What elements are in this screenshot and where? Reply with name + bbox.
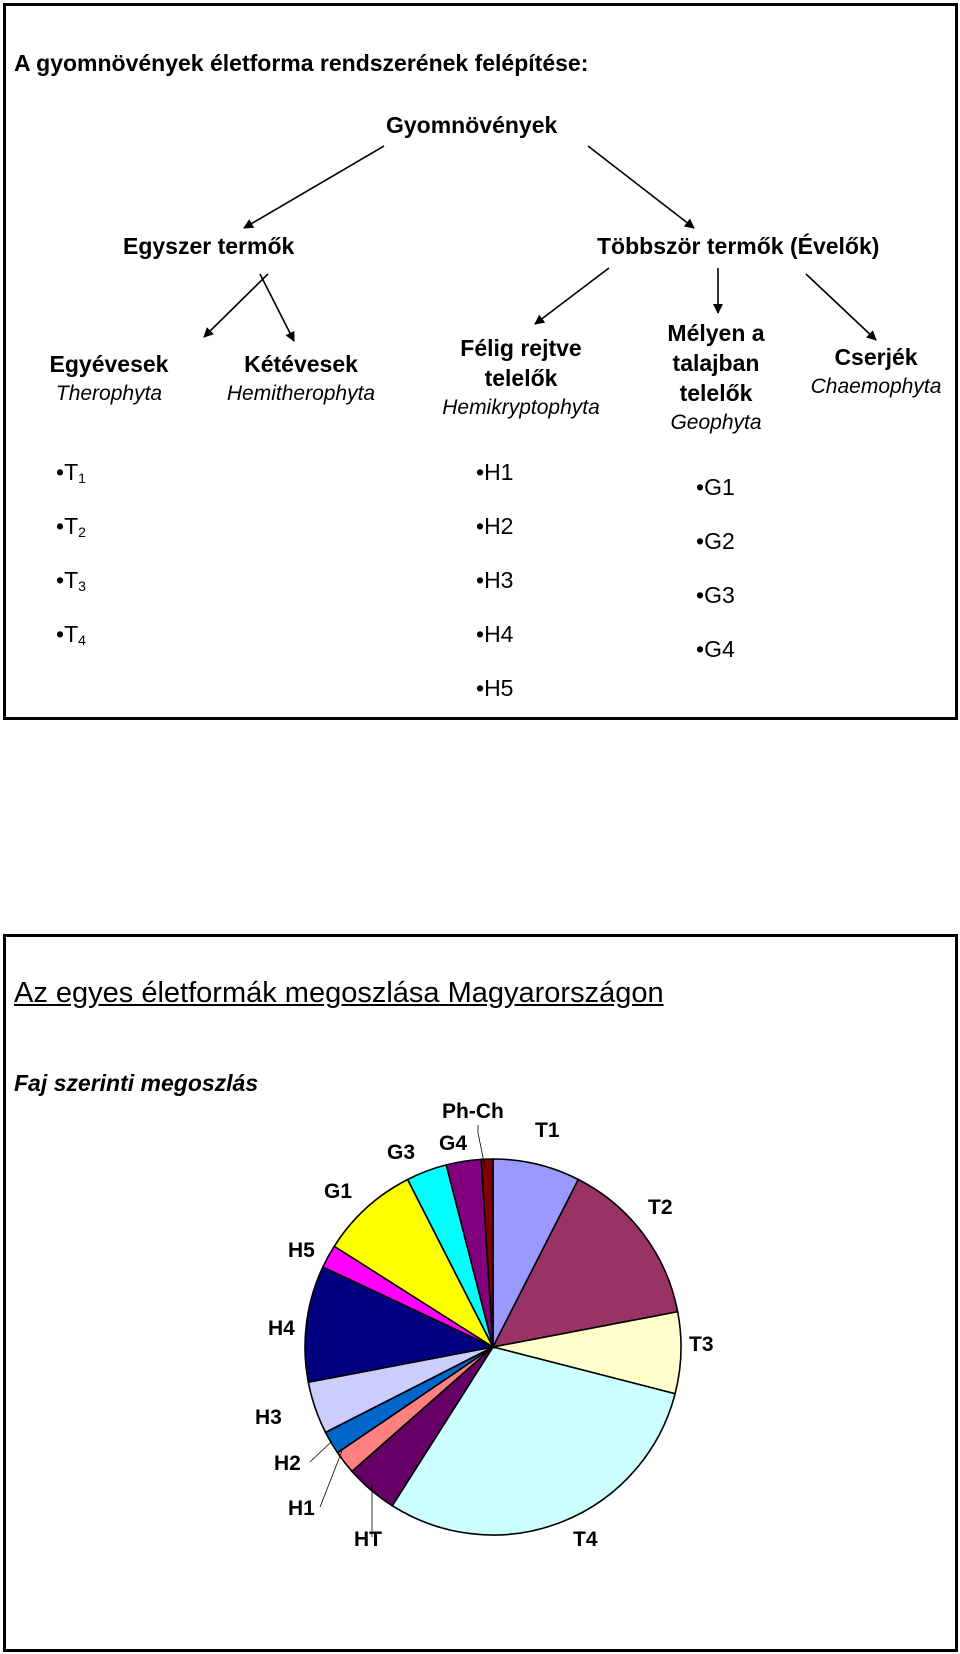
h-item: •H1 bbox=[476, 459, 513, 486]
pie-label-g1: G1 bbox=[324, 1180, 352, 1203]
diagram-arrows bbox=[203, 145, 877, 342]
h-item-label: H3 bbox=[484, 567, 514, 593]
t-item-base: T bbox=[64, 567, 79, 593]
t-item-sub: 2 bbox=[78, 524, 86, 540]
category-hemikryptophyta: Félig rejtve telelők Hemikryptophyta bbox=[421, 333, 621, 423]
arrow-to-cserjek bbox=[805, 273, 877, 341]
category-chaemophyta: Cserjék Chaemophyta bbox=[796, 342, 956, 402]
t-item: •T2 bbox=[56, 513, 86, 540]
h-item-label: H5 bbox=[484, 675, 514, 701]
bullet: • bbox=[56, 621, 65, 647]
bullet: • bbox=[696, 528, 705, 554]
bullet: • bbox=[56, 459, 65, 485]
pie-label-t2: T2 bbox=[648, 1196, 673, 1219]
pie-slice-t4 bbox=[391, 1346, 677, 1536]
chart-section-title: Az egyes életformák megoszlása Magyarors… bbox=[14, 977, 664, 1009]
leader-line-ph-ch bbox=[477, 1125, 486, 1168]
category-name: Egyévesek bbox=[49, 351, 169, 377]
t-item-base: T bbox=[64, 459, 79, 485]
g-item-label: G4 bbox=[704, 636, 735, 662]
pie-label-g4: G4 bbox=[439, 1132, 467, 1155]
category-latin: Hemikryptophyta bbox=[442, 396, 600, 419]
category-therophyta: Egyévesek Therophyta bbox=[24, 349, 194, 409]
category-latin: Therophyta bbox=[55, 382, 163, 405]
category-name: Cserjék bbox=[834, 344, 918, 370]
pie-label-t4: T4 bbox=[573, 1528, 598, 1551]
pie-label-h1: H1 bbox=[288, 1497, 315, 1520]
g-item: •G1 bbox=[696, 474, 735, 501]
category-name: Mélyen a bbox=[667, 320, 765, 346]
pie-label-h2: H2 bbox=[274, 1452, 301, 1475]
category-latin: Geophyta bbox=[670, 411, 762, 434]
bullet: • bbox=[56, 567, 65, 593]
category-latin: Hemitherophyta bbox=[226, 382, 376, 405]
bullet: • bbox=[476, 513, 485, 539]
pie-label-ht: HT bbox=[354, 1528, 382, 1551]
pie-label-ph-ch: Ph-Ch bbox=[442, 1100, 504, 1123]
category-name: Kétévesek bbox=[244, 351, 358, 377]
category-name: telelők bbox=[484, 365, 558, 391]
pie-label-h5: H5 bbox=[288, 1239, 315, 1262]
life-form-diagram-panel: A gyomnövények életforma rendszerének fe… bbox=[3, 3, 958, 720]
g-item: •G3 bbox=[696, 582, 735, 609]
pie-label-t3: T3 bbox=[689, 1333, 714, 1356]
h-item-label: H1 bbox=[484, 459, 514, 485]
g-item-label: G3 bbox=[704, 582, 735, 608]
g-item-label: G2 bbox=[704, 528, 735, 554]
category-name: Félig rejtve bbox=[460, 335, 582, 361]
diagram-title: A gyomnövények életforma rendszerének fe… bbox=[14, 50, 589, 76]
root-node: Gyomnövények bbox=[386, 112, 558, 138]
bullet: • bbox=[56, 513, 65, 539]
t-item-base: T bbox=[64, 621, 79, 647]
t-item-base: T bbox=[64, 513, 79, 539]
t-item-sub: 3 bbox=[78, 578, 86, 594]
t-item-sub: 4 bbox=[78, 632, 86, 648]
h-item: •H2 bbox=[476, 513, 513, 540]
bullet: • bbox=[696, 636, 705, 662]
pie-chart: T1 T2 T3 T4 HT H1 H2 H3 H4 H5 G1 G3 G4 Ph-Ch bbox=[255, 1100, 714, 1551]
h-item: •H3 bbox=[476, 567, 513, 594]
category-name: telelők bbox=[679, 380, 753, 406]
annual-group-node: Egyszer termők bbox=[123, 233, 295, 259]
pie-label-g3: G3 bbox=[387, 1141, 415, 1164]
t-item: •T3 bbox=[56, 567, 86, 594]
pie-slice-g1 bbox=[333, 1178, 496, 1350]
bullet: • bbox=[476, 621, 485, 647]
g-item-label: G1 bbox=[704, 474, 735, 500]
h-item: •H5 bbox=[476, 675, 513, 702]
category-name: talajban bbox=[672, 350, 760, 376]
pie-label-t1: T1 bbox=[535, 1119, 560, 1142]
category-latin: Chaemophyta bbox=[810, 375, 942, 398]
t-item: •T4 bbox=[56, 621, 86, 648]
leader-line-h2 bbox=[309, 1440, 333, 1463]
category-hemitherophyta: Kétévesek Hemitherophyta bbox=[206, 349, 396, 409]
pie-slice-t2 bbox=[491, 1178, 679, 1349]
arrow-to-perennial bbox=[587, 145, 695, 229]
arrow-to-annual bbox=[243, 145, 385, 229]
pie-label-h3: H3 bbox=[255, 1406, 282, 1429]
bullet: • bbox=[476, 459, 485, 485]
leader-line-h1 bbox=[319, 1450, 343, 1508]
perennial-group-node: Többször termők (Évelők) bbox=[597, 233, 880, 259]
h-item-label: H2 bbox=[484, 513, 514, 539]
g-item: •G2 bbox=[696, 528, 735, 555]
h-item: •H4 bbox=[476, 621, 513, 648]
pie-slice-h4 bbox=[304, 1265, 496, 1384]
g-item: •G4 bbox=[696, 636, 735, 663]
h-item-label: H4 bbox=[484, 621, 514, 647]
arrow-to-hemikrypto bbox=[534, 267, 610, 325]
chart-section-subtitle: Faj szerinti megoszlás bbox=[14, 1070, 259, 1096]
bullet: • bbox=[476, 675, 485, 701]
life-form-distribution-panel: Az egyes életformák megoszlása Magyarors… bbox=[3, 934, 958, 1652]
bullet: • bbox=[696, 582, 705, 608]
bullet: • bbox=[696, 474, 705, 500]
t-item-sub: 1 bbox=[78, 470, 86, 486]
bullet: • bbox=[476, 567, 485, 593]
category-geophyta: Mélyen a talajban telelők Geophyta bbox=[631, 318, 801, 438]
t-item: •T1 bbox=[56, 459, 86, 486]
arrow-to-egyevesek bbox=[203, 273, 269, 338]
pie-label-h4: H4 bbox=[268, 1317, 295, 1340]
arrow-to-ketevesek bbox=[259, 273, 295, 342]
pie-slice-ph-ch bbox=[480, 1158, 494, 1348]
